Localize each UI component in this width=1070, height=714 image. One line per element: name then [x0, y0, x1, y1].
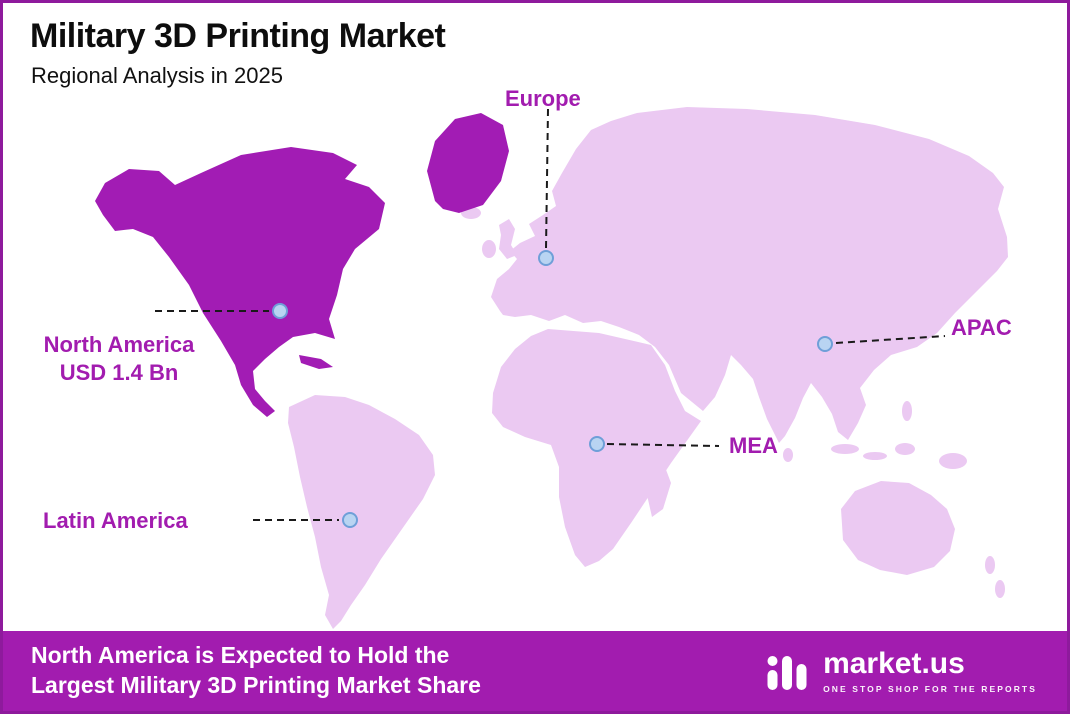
label-north-america-value: USD 1.4 Bn: [59, 359, 179, 385]
island-greenland: [427, 113, 509, 213]
island-philippines: [902, 401, 912, 421]
island-ireland: [482, 240, 496, 258]
island-uk: [499, 219, 517, 259]
marker-apac: [817, 336, 833, 352]
marker-mea: [589, 436, 605, 452]
island-new-zealand-north: [985, 556, 995, 574]
label-apac: APAC: [951, 315, 1012, 340]
island-madagascar: [647, 467, 671, 517]
island-new-guinea: [939, 453, 967, 469]
island-new-zealand-south: [995, 580, 1005, 598]
footer-banner: North America is Expected to Hold the La…: [3, 631, 1067, 711]
continent-eurasia: [491, 107, 1008, 443]
footer-headline: North America is Expected to Hold the La…: [31, 641, 481, 701]
marker-latin-america: [342, 512, 358, 528]
continent-north-america: [95, 147, 385, 417]
brand-name: market.us: [823, 646, 965, 680]
island-cuba: [299, 355, 333, 369]
island-sri-lanka: [783, 448, 793, 462]
footer-headline-line2: Largest Military 3D Printing Market Shar…: [31, 672, 481, 698]
brand: market.us ONE STOP SHOP FOR THE REPORTS: [765, 648, 1037, 694]
footer-headline-line1: North America is Expected to Hold the: [31, 642, 450, 669]
marker-europe: [538, 250, 554, 266]
label-north-america: North America USD 1.4 Bn: [19, 331, 219, 386]
leader-line-apac: [835, 335, 946, 344]
label-north-america-name: North America: [43, 332, 195, 357]
island-japan: [926, 289, 944, 327]
marker-north-america: [272, 303, 288, 319]
continent-australia: [841, 481, 955, 575]
world-map: [95, 107, 1008, 629]
label-mea: MEA: [729, 433, 778, 458]
island-sumatra: [831, 444, 859, 454]
label-latin-america: Latin America: [43, 508, 188, 533]
leader-line-mea: [606, 443, 720, 447]
page-subtitle: Regional Analysis in 2025: [31, 63, 283, 88]
market-us-logo-icon: [767, 656, 807, 690]
page-title: Military 3D Printing Market: [30, 17, 446, 55]
island-java: [863, 452, 887, 460]
label-europe: Europe: [505, 86, 581, 111]
island-borneo: [895, 443, 915, 455]
brand-tagline: ONE STOP SHOP FOR THE REPORTS: [823, 683, 1037, 694]
continent-south-america: [288, 395, 435, 629]
brand-text: market.us ONE STOP SHOP FOR THE REPORTS: [823, 646, 1037, 694]
